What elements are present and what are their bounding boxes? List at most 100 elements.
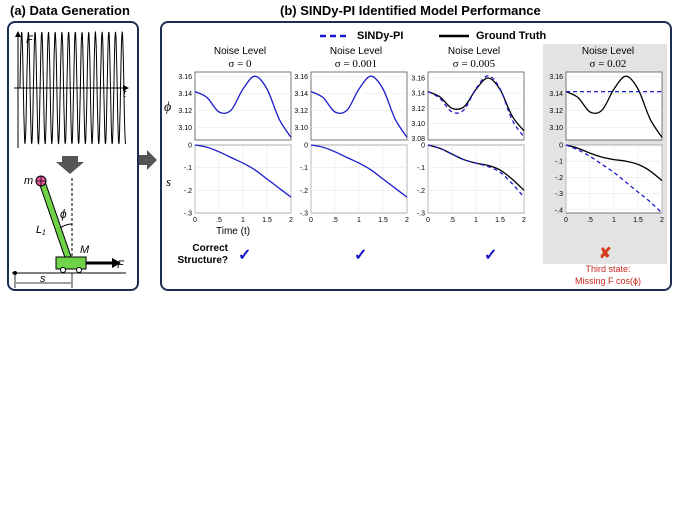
y-tick-label: 0 bbox=[559, 143, 563, 150]
series-line-sindy-pi bbox=[310, 75, 408, 138]
noise-header-3: Noise Level σ = 0.005 bbox=[447, 46, 501, 70]
y-tick-label: 3.12 bbox=[178, 108, 192, 115]
pendulum-rod bbox=[39, 179, 72, 263]
y-tick-label: 3.10 bbox=[549, 125, 563, 132]
plot-frame-phi-3 bbox=[427, 71, 525, 141]
y-tick-label: 3.16 bbox=[178, 74, 192, 81]
x-tick-label: 2 bbox=[405, 217, 409, 224]
cart-force-label: F bbox=[117, 259, 125, 271]
y-tick-label: 3.16 bbox=[411, 76, 425, 83]
series-line-sindy-pi bbox=[194, 144, 292, 198]
cart-mass-label: M bbox=[80, 244, 90, 256]
fail-icon: ✘ bbox=[599, 245, 612, 262]
legend-truth-swatch bbox=[439, 34, 469, 38]
y-tick-label: -.1 bbox=[555, 159, 563, 166]
y-tick-label: 3.14 bbox=[411, 91, 425, 98]
y-tick-label: 3.10 bbox=[294, 125, 308, 132]
x-tick-label: 1 bbox=[612, 217, 616, 224]
x-tick-label: 1.5 bbox=[633, 217, 643, 224]
y-tick-label: 3.14 bbox=[294, 91, 308, 98]
x-tick-label: 2 bbox=[660, 217, 664, 224]
position-label: s bbox=[40, 273, 46, 285]
x-tick-label: .5 bbox=[587, 217, 593, 224]
noise-header-4: Noise Level σ = 0.02 bbox=[581, 46, 635, 70]
y-tick-label: 3.14 bbox=[549, 91, 563, 98]
y-tick-label: -.2 bbox=[417, 188, 425, 195]
y-tick-label: 0 bbox=[304, 143, 308, 150]
y-tick-label: 3.12 bbox=[549, 108, 563, 115]
y-tick-label: -.1 bbox=[300, 165, 308, 172]
check-icon-3: ✓ bbox=[484, 247, 498, 264]
plot-frame-phi-2 bbox=[310, 71, 408, 141]
x-tick-label: 1 bbox=[474, 217, 478, 224]
x-tick-label: 2 bbox=[522, 217, 526, 224]
x-tick-label: 2 bbox=[289, 217, 293, 224]
y-tick-label: 3.16 bbox=[294, 74, 308, 81]
series-line-ground-truth bbox=[427, 77, 525, 132]
fail-note: Third state: Missing F cos(ϕ) bbox=[574, 264, 642, 286]
panel-b-title: (b) SINDy-PI Identified Model Performanc… bbox=[280, 3, 541, 18]
x-axis-title: Time (t) bbox=[216, 226, 251, 237]
x-tick-label: 1.5 bbox=[262, 217, 272, 224]
x-tick-label: 0 bbox=[309, 217, 313, 224]
down-arrow-icon bbox=[56, 156, 84, 174]
y-tick-label: 3.10 bbox=[411, 121, 425, 128]
force-axis-label: F bbox=[26, 34, 34, 46]
series-line-ground-truth bbox=[565, 144, 663, 182]
forcing-signal bbox=[19, 30, 127, 145]
series-line-sindy-pi bbox=[427, 144, 525, 198]
y-tick-label: -.1 bbox=[417, 165, 425, 172]
y-tick-label: 0 bbox=[188, 143, 192, 150]
row-label-phi: ϕ bbox=[164, 100, 172, 115]
y-tick-label: -.2 bbox=[300, 188, 308, 195]
noise-header-1: Noise Level σ = 0 bbox=[213, 46, 267, 70]
check-icon-2: ✓ bbox=[354, 247, 368, 264]
plot-frame-phi-1 bbox=[194, 71, 292, 141]
x-tick-label: 1.5 bbox=[378, 217, 388, 224]
y-tick-label: 3.14 bbox=[178, 91, 192, 98]
y-tick-label: 3.16 bbox=[549, 74, 563, 81]
x-tick-label: .5 bbox=[216, 217, 222, 224]
legend-model-swatch bbox=[320, 34, 350, 38]
series-line-sindy-pi bbox=[565, 144, 663, 214]
y-tick-label: -.3 bbox=[417, 211, 425, 218]
y-tick-label: -.3 bbox=[555, 191, 563, 198]
y-tick-label: -.2 bbox=[184, 188, 192, 195]
performance-charts: 3.10 3.12 3.14 3.16 3.10 3.12 3.14 3.16 3.08 3.10… bbox=[178, 71, 664, 224]
series-line-sindy-pi bbox=[194, 75, 292, 138]
y-tick-label: -.3 bbox=[300, 211, 308, 218]
y-tick-label: 0 bbox=[421, 143, 425, 150]
mass-label: m bbox=[24, 175, 33, 187]
check-icon-1: ✓ bbox=[238, 247, 252, 264]
noise-header-2: Noise Level σ = 0.001 bbox=[329, 46, 383, 70]
y-tick-label: 3.12 bbox=[294, 108, 308, 115]
y-tick-label: -.3 bbox=[184, 211, 192, 218]
angle-arc bbox=[59, 223, 73, 229]
x-tick-label: 1 bbox=[241, 217, 245, 224]
x-tick-label: .5 bbox=[332, 217, 338, 224]
y-tick-label: 3.08 bbox=[411, 136, 425, 143]
x-tick-label: 0 bbox=[564, 217, 568, 224]
series-line-sindy-pi bbox=[427, 75, 525, 138]
series-line-ground-truth bbox=[565, 75, 663, 138]
x-tick-label: .5 bbox=[449, 217, 455, 224]
x-tick-label: 0 bbox=[426, 217, 430, 224]
legend-truth-label: Ground Truth bbox=[476, 30, 547, 42]
time-axis-label: t bbox=[123, 88, 127, 100]
y-tick-label: -.4 bbox=[555, 207, 563, 214]
y-tick-label: -.2 bbox=[555, 175, 563, 182]
y-tick-label: -.1 bbox=[184, 165, 192, 172]
y-tick-label: 3.10 bbox=[178, 125, 192, 132]
length-label: L₁ bbox=[36, 224, 46, 236]
x-tick-label: 1.5 bbox=[495, 217, 505, 224]
panel-a-title: (a) Data Generation bbox=[10, 3, 130, 18]
row-label-s: s bbox=[166, 174, 172, 189]
legend-model-label: SINDy-PI bbox=[357, 30, 404, 42]
data-generation-diagram: F t ϕ m L₁ M F s bbox=[12, 30, 129, 288]
plot-frame-phi-4 bbox=[565, 71, 663, 141]
right-arrow-icon bbox=[139, 150, 157, 170]
angle-label: ϕ bbox=[60, 207, 67, 221]
x-tick-label: 0 bbox=[193, 217, 197, 224]
x-tick-label: 1 bbox=[357, 217, 361, 224]
structure-label: Correct Structure? bbox=[177, 243, 228, 266]
